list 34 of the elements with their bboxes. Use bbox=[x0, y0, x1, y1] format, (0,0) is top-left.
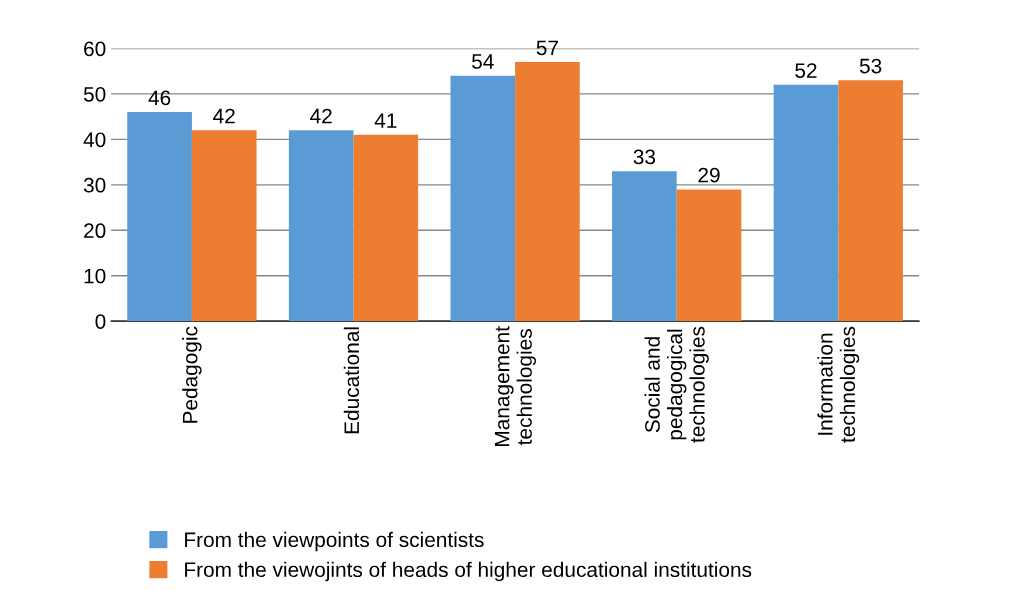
data-label: 41 bbox=[374, 113, 397, 128]
data-label: 33 bbox=[633, 149, 656, 165]
bar bbox=[515, 62, 580, 322]
bar bbox=[773, 84, 839, 322]
data-label: 29 bbox=[698, 167, 720, 183]
bar bbox=[676, 189, 742, 322]
data-label: 54 bbox=[472, 54, 494, 69]
bar bbox=[612, 171, 677, 322]
bar bbox=[353, 134, 419, 322]
y-tick-label: 40 bbox=[83, 132, 106, 148]
bar bbox=[288, 130, 354, 322]
y-tick-label: 30 bbox=[83, 177, 106, 193]
data-label: 53 bbox=[859, 58, 882, 74]
legend-label: From the viewpoints of scientists bbox=[185, 531, 484, 552]
x-tick-label: Social and pedagogical technologies bbox=[644, 326, 709, 443]
y-tick-label: 10 bbox=[84, 268, 106, 284]
x-tick-label: Educational bbox=[343, 327, 360, 434]
bar bbox=[127, 112, 192, 322]
data-label: 46 bbox=[148, 90, 171, 106]
x-tick-label: Information technologies bbox=[817, 326, 860, 443]
data-label: 57 bbox=[536, 40, 558, 56]
y-tick-label: 20 bbox=[84, 223, 106, 239]
x-tick-label: Pedagogic bbox=[182, 326, 202, 423]
bar bbox=[838, 80, 903, 322]
y-tick-label: 60 bbox=[84, 41, 106, 57]
bar bbox=[191, 130, 257, 322]
y-tick-label: 50 bbox=[83, 86, 106, 102]
bar bbox=[450, 75, 516, 322]
data-label: 52 bbox=[795, 63, 817, 78]
data-label: 42 bbox=[213, 108, 235, 124]
legend-label: From the viewojints of heads of higher educational institutions bbox=[185, 561, 752, 582]
x-tick-label: Management technologies bbox=[494, 326, 537, 446]
data-label: 42 bbox=[310, 108, 332, 124]
y-tick-label: 0 bbox=[95, 314, 106, 329]
